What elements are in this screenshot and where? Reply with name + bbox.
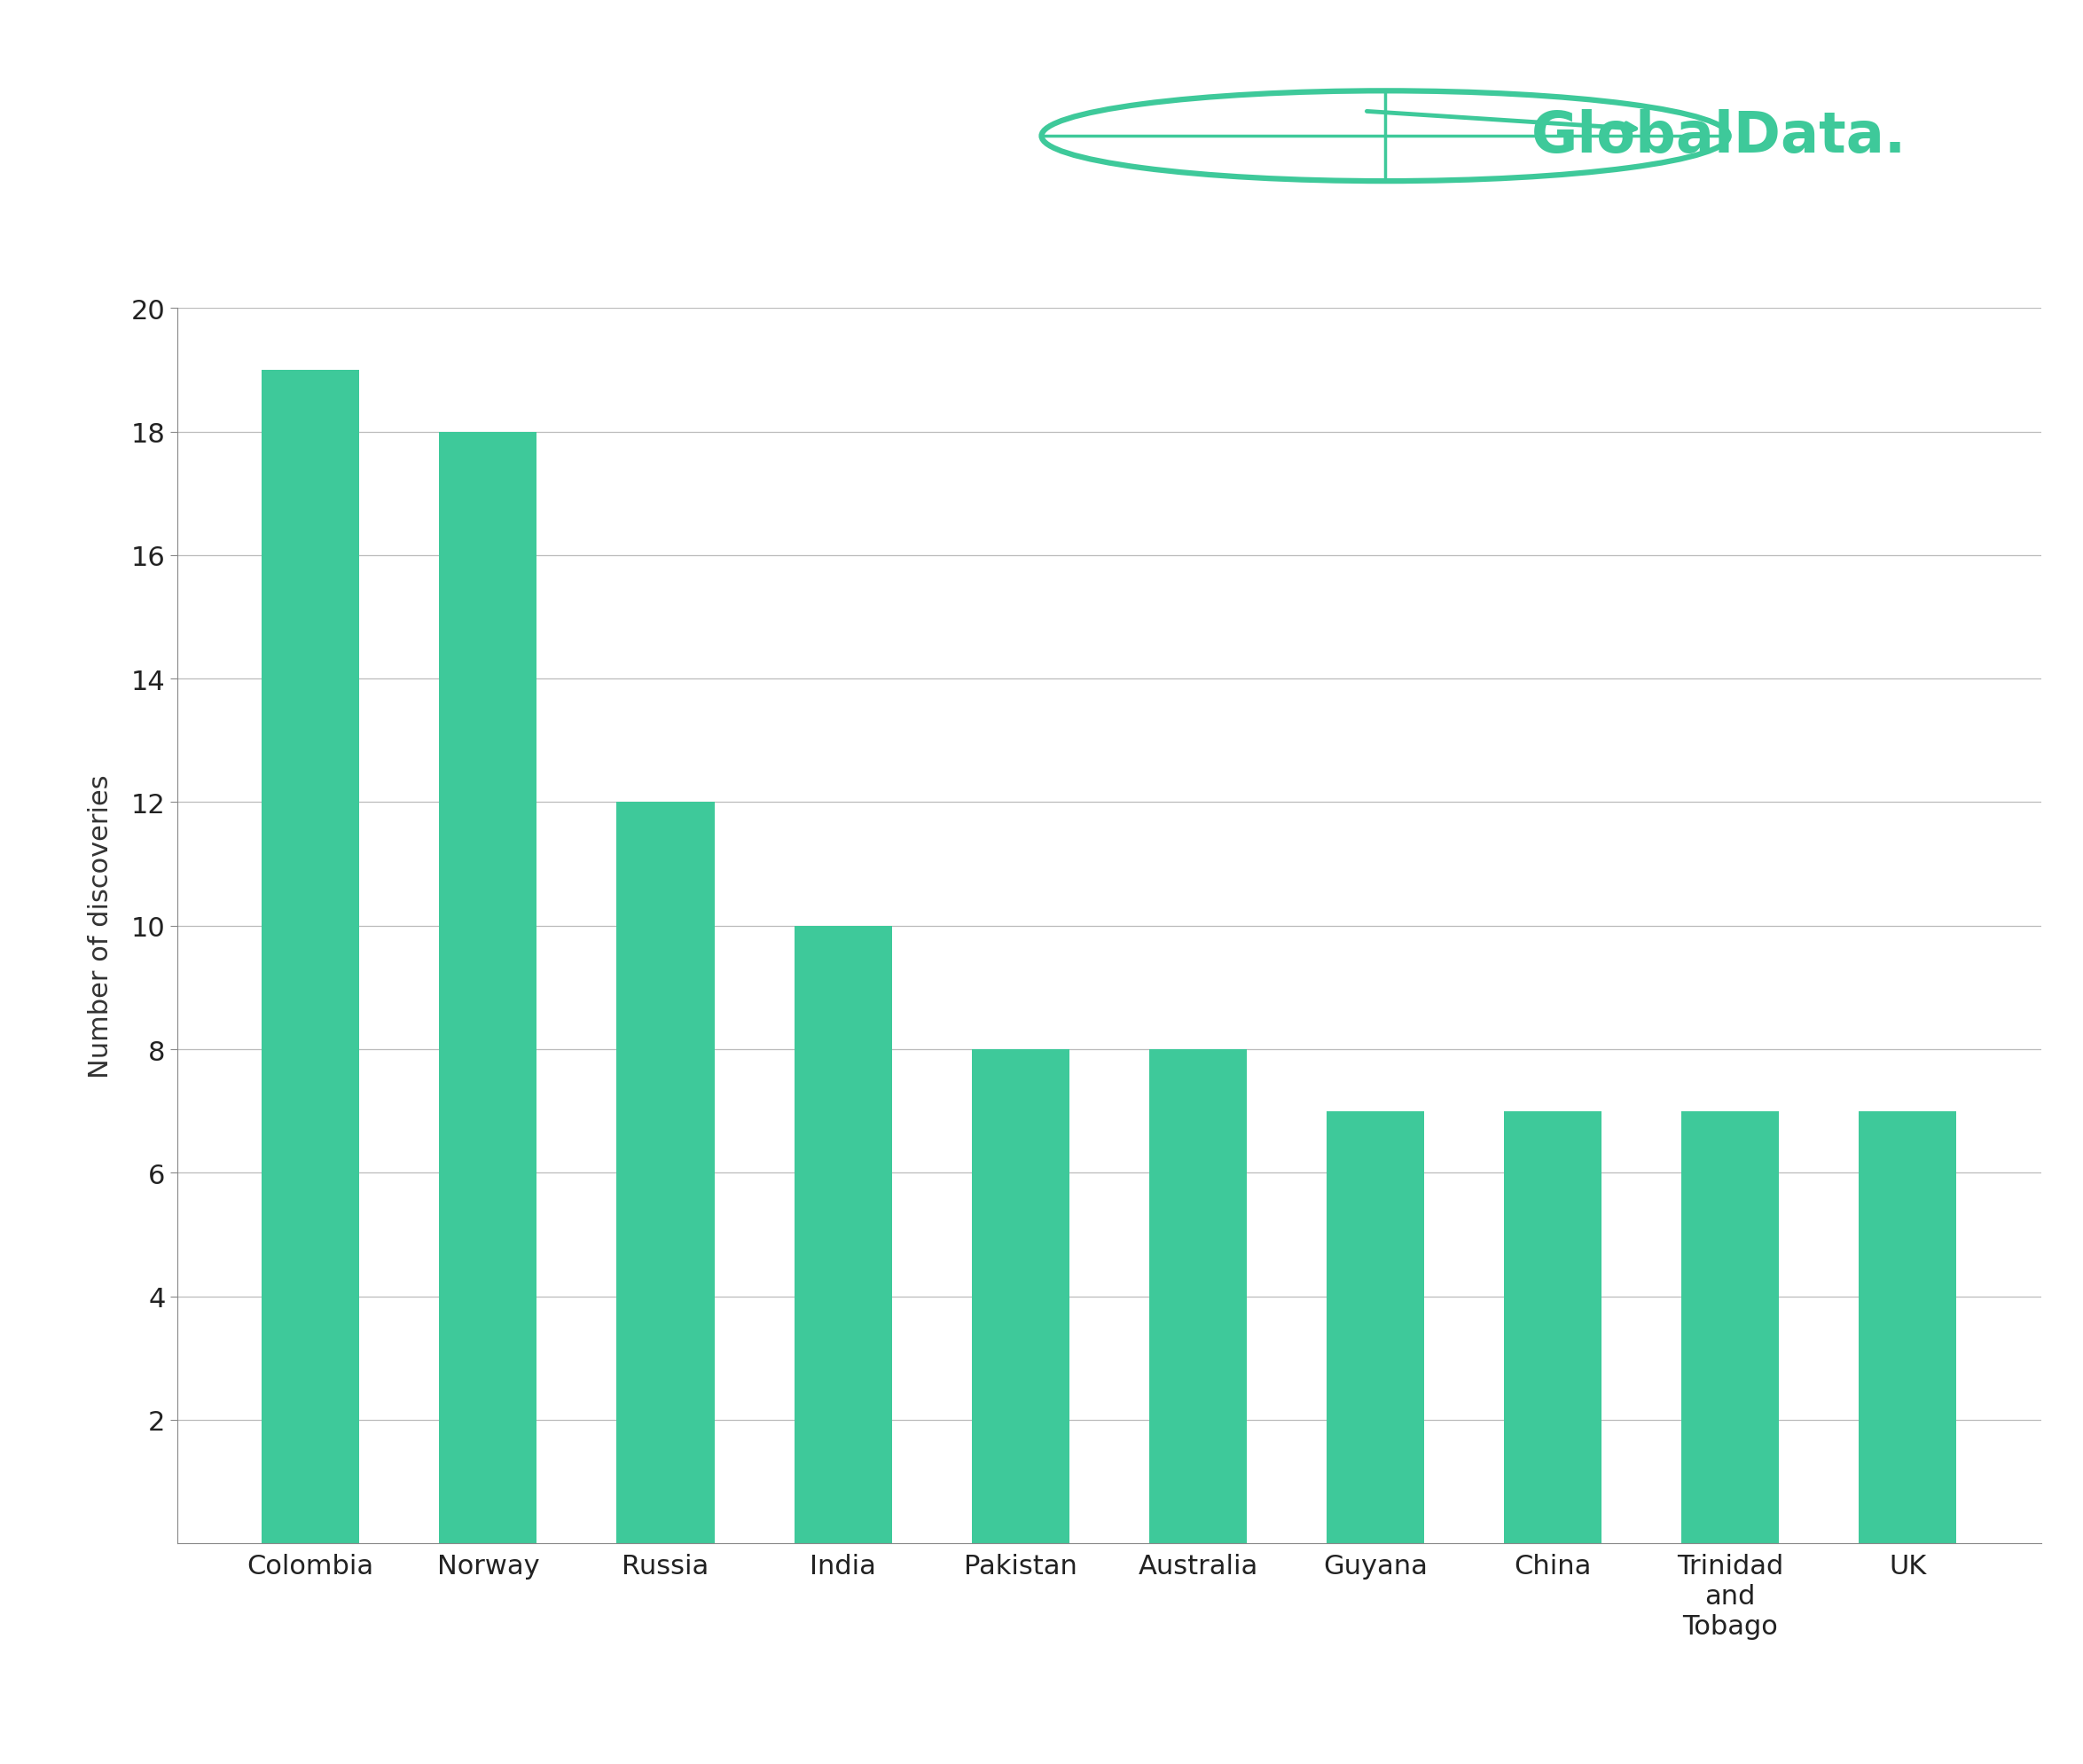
Bar [1681, 1111, 1779, 1544]
Bar [1150, 1050, 1248, 1544]
Bar [971, 1050, 1069, 1544]
Text: Count of oil and gas discoveries: Count of oil and gas discoveries [52, 76, 808, 116]
Text: Source:  GlobalData, Oil and Gas Intelligence Center: Source: GlobalData, Oil and Gas Intellig… [62, 1662, 1152, 1699]
Y-axis label: Number of discoveries: Number of discoveries [87, 774, 115, 1078]
Bar [794, 926, 892, 1544]
Bar [1327, 1111, 1425, 1544]
Bar [262, 370, 360, 1544]
Bar [617, 803, 714, 1544]
Text: GlobalData.: GlobalData. [1531, 109, 1906, 164]
Bar [1504, 1111, 1602, 1544]
Bar [1858, 1111, 1956, 1544]
FancyArrowPatch shape [1366, 113, 1635, 134]
Text: by key countries in 2019: by key countries in 2019 [52, 178, 633, 217]
Bar [440, 432, 537, 1544]
